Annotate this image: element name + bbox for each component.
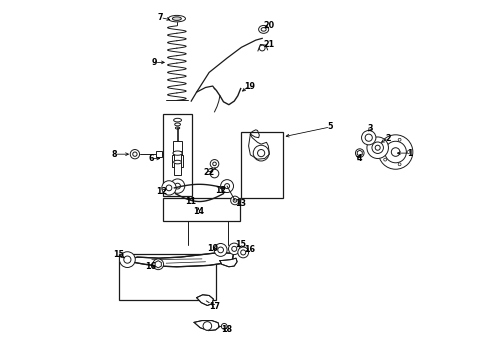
Polygon shape bbox=[127, 252, 234, 267]
Text: 7: 7 bbox=[158, 13, 163, 22]
Circle shape bbox=[384, 158, 387, 161]
Circle shape bbox=[365, 134, 372, 141]
Circle shape bbox=[130, 149, 140, 159]
Circle shape bbox=[214, 243, 227, 256]
Text: 13: 13 bbox=[235, 199, 246, 208]
Text: 9: 9 bbox=[152, 58, 157, 67]
Circle shape bbox=[378, 135, 413, 169]
Polygon shape bbox=[196, 295, 214, 306]
Text: 12: 12 bbox=[156, 187, 168, 196]
Bar bbox=[163, 114, 192, 196]
Text: 12: 12 bbox=[215, 185, 226, 194]
Ellipse shape bbox=[172, 17, 181, 21]
Circle shape bbox=[171, 179, 185, 193]
Text: 18: 18 bbox=[221, 325, 232, 334]
Text: 22: 22 bbox=[203, 168, 215, 177]
Text: 19: 19 bbox=[244, 82, 255, 91]
Text: 21: 21 bbox=[264, 40, 275, 49]
Text: 17: 17 bbox=[209, 302, 220, 311]
Bar bbox=[156, 151, 162, 157]
Circle shape bbox=[228, 243, 240, 255]
Circle shape bbox=[385, 141, 406, 163]
Text: 16: 16 bbox=[244, 246, 255, 255]
Polygon shape bbox=[220, 258, 237, 267]
Circle shape bbox=[210, 159, 219, 168]
Circle shape bbox=[233, 199, 237, 202]
Ellipse shape bbox=[173, 118, 181, 122]
Circle shape bbox=[238, 247, 248, 258]
Ellipse shape bbox=[261, 28, 266, 31]
Circle shape bbox=[258, 149, 265, 157]
Text: 15: 15 bbox=[113, 250, 124, 259]
Circle shape bbox=[362, 131, 376, 145]
Circle shape bbox=[398, 163, 401, 166]
Text: 1: 1 bbox=[407, 149, 413, 158]
Circle shape bbox=[231, 196, 239, 205]
Circle shape bbox=[175, 183, 180, 189]
Bar bbox=[163, 198, 240, 221]
Bar bbox=[119, 253, 216, 300]
Circle shape bbox=[372, 142, 383, 153]
Circle shape bbox=[398, 138, 401, 141]
Text: 4: 4 bbox=[357, 154, 363, 163]
Circle shape bbox=[133, 152, 137, 156]
Circle shape bbox=[224, 184, 230, 189]
Circle shape bbox=[218, 247, 223, 253]
Bar bbox=[242, 132, 283, 198]
Ellipse shape bbox=[175, 123, 180, 126]
Circle shape bbox=[407, 150, 410, 153]
Circle shape bbox=[153, 259, 164, 270]
Text: 10: 10 bbox=[207, 244, 218, 253]
Text: 11: 11 bbox=[185, 197, 196, 206]
Circle shape bbox=[120, 252, 135, 267]
Polygon shape bbox=[194, 320, 219, 330]
Circle shape bbox=[213, 162, 216, 166]
Bar bbox=[174, 151, 181, 175]
Ellipse shape bbox=[168, 15, 186, 22]
Ellipse shape bbox=[259, 26, 269, 33]
Text: 3: 3 bbox=[368, 123, 373, 132]
Circle shape bbox=[241, 250, 245, 255]
Circle shape bbox=[367, 137, 389, 158]
Text: 5: 5 bbox=[328, 122, 333, 131]
Text: 8: 8 bbox=[112, 150, 117, 159]
Circle shape bbox=[162, 181, 176, 195]
Circle shape bbox=[124, 256, 131, 263]
Text: 20: 20 bbox=[264, 21, 275, 30]
Circle shape bbox=[355, 149, 364, 157]
Text: 16: 16 bbox=[146, 262, 156, 271]
Circle shape bbox=[253, 145, 269, 161]
Circle shape bbox=[203, 321, 212, 330]
Ellipse shape bbox=[175, 127, 180, 129]
Text: 2: 2 bbox=[386, 134, 391, 143]
Circle shape bbox=[221, 323, 227, 329]
Bar bbox=[172, 155, 183, 167]
Text: 15: 15 bbox=[235, 240, 246, 249]
Circle shape bbox=[210, 169, 219, 178]
Circle shape bbox=[220, 180, 234, 193]
Circle shape bbox=[375, 145, 380, 150]
Text: 14: 14 bbox=[193, 207, 204, 216]
Circle shape bbox=[232, 246, 237, 251]
Circle shape bbox=[259, 45, 265, 51]
Bar bbox=[173, 140, 182, 156]
Ellipse shape bbox=[173, 151, 182, 155]
Circle shape bbox=[384, 143, 387, 146]
Text: 6: 6 bbox=[148, 154, 154, 163]
Circle shape bbox=[166, 185, 172, 191]
Ellipse shape bbox=[173, 160, 181, 164]
Circle shape bbox=[392, 148, 400, 156]
